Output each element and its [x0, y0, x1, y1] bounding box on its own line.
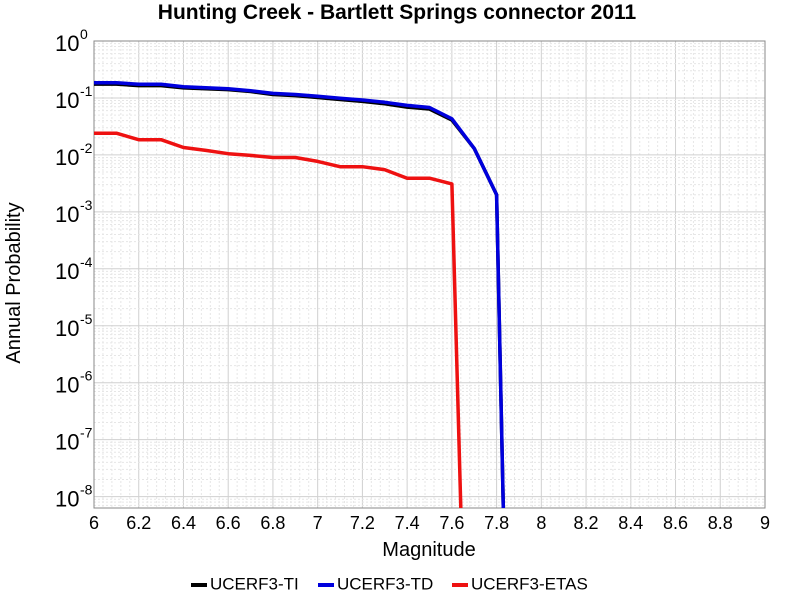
legend: UCERF3-TI UCERF3-TD UCERF3-ETAS	[191, 574, 588, 593]
series-line-ucerf3-ti	[94, 82, 506, 509]
y-tick-exponent: -6	[80, 368, 93, 384]
x-tick-label: 7.8	[484, 513, 509, 533]
x-tick-label: 8.2	[574, 513, 599, 533]
x-tick-label: 7.4	[395, 513, 420, 533]
y-tick-label: 10	[55, 31, 79, 56]
y-tick-label: 10	[55, 145, 79, 170]
y-tick-exponent: -7	[80, 425, 93, 441]
x-tick-label: 7.2	[350, 513, 375, 533]
y-tick-exponent: -5	[80, 311, 93, 327]
series-line-ucerf3-td	[94, 80, 506, 509]
y-tick-label: 10	[55, 88, 79, 113]
x-tick-label: 8	[536, 513, 546, 533]
y-tick-label: 10	[55, 259, 79, 284]
x-axis-label: Magnitude	[382, 539, 475, 561]
plot-area	[93, 40, 766, 509]
x-tick-label: 6.8	[260, 513, 285, 533]
x-tick-label: 6.4	[171, 513, 196, 533]
x-tick-label: 7	[313, 513, 323, 533]
x-tick-label: 6	[89, 513, 99, 533]
y-axis-label: Annual Probability	[3, 202, 25, 363]
legend-label: UCERF3-ETAS	[471, 574, 588, 593]
y-tick-exponent: -1	[80, 83, 93, 99]
y-tick-label: 10	[55, 373, 79, 398]
grid-lines	[94, 41, 765, 508]
series-layer	[94, 80, 506, 509]
x-tick-labels: 6 6.2 6.4 6.6 6.8 7 7.2 7.4 7.6 7.8 8 8.2 8.4 8.6 8.8 9	[89, 513, 770, 533]
x-tick-label: 6.2	[126, 513, 151, 533]
y-tick-label: 10	[55, 202, 79, 227]
x-tick-label: 8.4	[618, 513, 643, 533]
x-tick-label: 8.6	[663, 513, 688, 533]
x-tick-label: 8.8	[708, 513, 733, 533]
x-tick-label: 7.6	[439, 513, 464, 533]
y-tick-exponent: -4	[80, 254, 93, 270]
chart-title: Hunting Creek - Bartlett Springs connect…	[158, 1, 637, 24]
x-tick-label: 6.6	[216, 513, 241, 533]
legend-label: UCERF3-TI	[210, 574, 299, 593]
y-tick-label: 10	[55, 316, 79, 341]
y-tick-label: 10	[55, 487, 79, 512]
y-tick-exponent: 0	[80, 26, 88, 42]
y-tick-exponent: -3	[80, 197, 93, 213]
legend-label: UCERF3-TD	[337, 574, 433, 593]
y-tick-exponent: -8	[80, 482, 93, 498]
series-line-ucerf3-etas	[94, 131, 463, 509]
y-tick-exponent: -2	[80, 140, 93, 156]
y-tick-label: 10	[55, 430, 79, 455]
x-tick-label: 9	[760, 513, 770, 533]
